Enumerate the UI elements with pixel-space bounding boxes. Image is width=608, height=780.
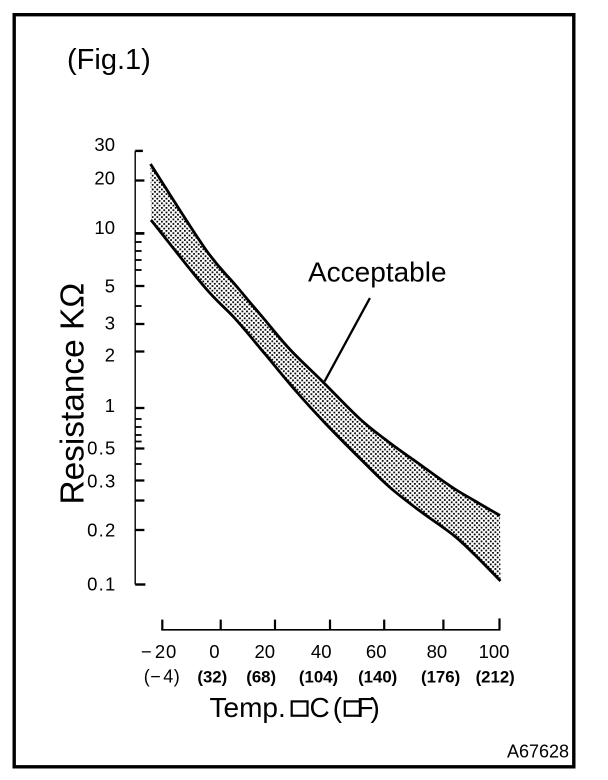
svg-text:(140): (140) [358, 668, 397, 687]
svg-text:Resistance KΩ: Resistance KΩ [55, 283, 92, 505]
svg-text:3: 3 [105, 313, 115, 334]
svg-text:0.1: 0.1 [87, 574, 116, 595]
svg-text:10: 10 [94, 217, 115, 238]
svg-text:60: 60 [366, 641, 387, 662]
svg-text:0.3: 0.3 [87, 471, 116, 492]
svg-text:0: 0 [209, 641, 219, 662]
svg-text:(68): (68) [246, 668, 276, 687]
svg-text:(212): (212) [476, 668, 515, 687]
svg-text:(Fig.1): (Fig.1) [67, 44, 151, 76]
svg-text:Temp.: Temp. [210, 692, 286, 723]
svg-text:C: C [310, 692, 330, 723]
svg-text:2: 2 [105, 345, 115, 366]
svg-text:(: ( [333, 692, 343, 723]
svg-text:30: 30 [94, 134, 115, 155]
svg-text:(104): (104) [299, 668, 338, 687]
svg-text:20: 20 [255, 641, 276, 662]
svg-text:0.5: 0.5 [87, 438, 116, 459]
svg-text:40: 40 [311, 641, 332, 662]
svg-text:5: 5 [105, 275, 115, 296]
svg-text:(176): (176) [421, 668, 460, 687]
svg-text:F: F [357, 692, 374, 723]
svg-text:− 20: − 20 [141, 641, 177, 662]
svg-text:20: 20 [94, 168, 115, 189]
svg-text:A67628: A67628 [507, 742, 569, 762]
svg-text:): ) [371, 692, 380, 723]
svg-text:(32): (32) [197, 668, 227, 687]
svg-text:80: 80 [427, 641, 448, 662]
svg-text:Acceptable: Acceptable [308, 257, 447, 288]
svg-text:0.2: 0.2 [87, 520, 116, 541]
svg-text:100: 100 [479, 641, 510, 662]
svg-text:(− 4): (− 4) [144, 667, 181, 687]
svg-text:1: 1 [105, 395, 115, 416]
